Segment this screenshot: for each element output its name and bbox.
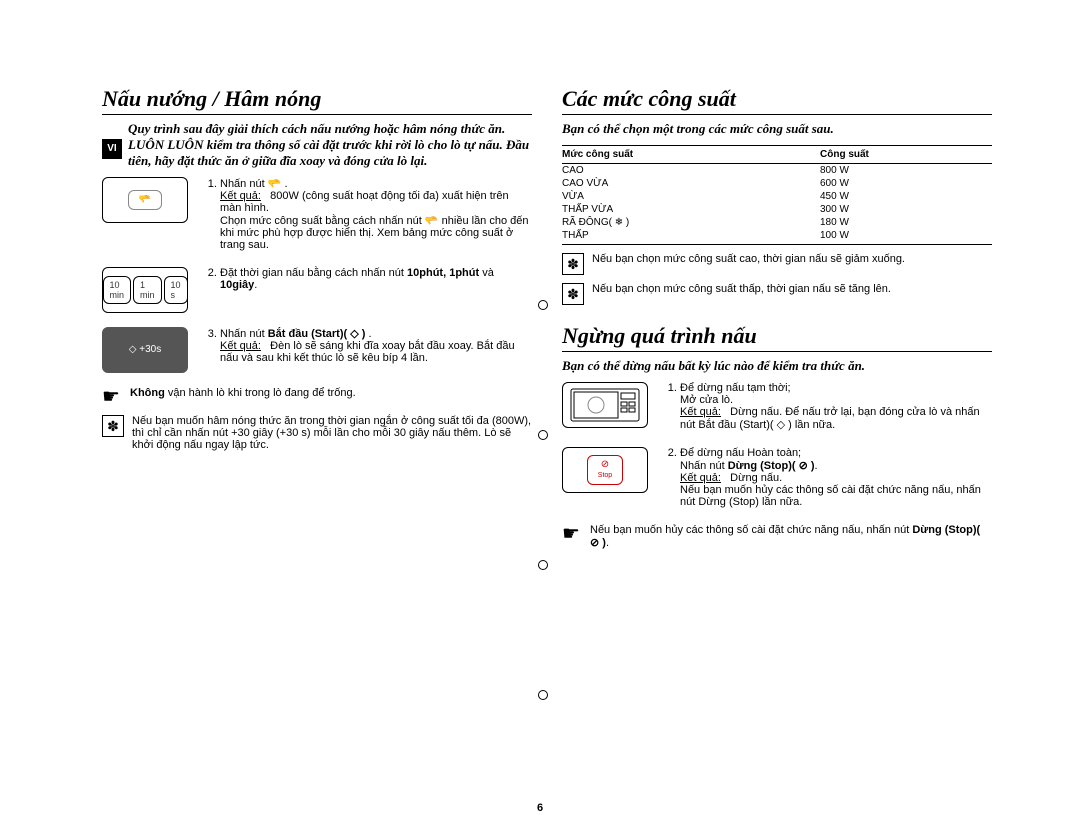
- binding-hole: [538, 560, 548, 570]
- table-row: RÃ ĐÔNG( ❄ )180 W: [562, 216, 992, 229]
- note-warning: ☛ Không vận hành lò khi trong lò đang để…: [102, 387, 532, 407]
- step3-text-a: Nhấn nút: [220, 328, 268, 340]
- power-subtext: Bạn có thể chọn một trong các mức công s…: [562, 121, 992, 137]
- note-hi-text: Nếu bạn chọn mức công suất cao, thời gia…: [592, 253, 905, 275]
- stop1-a: Để dừng nấu tạm thời;: [680, 382, 791, 394]
- hand-pointer-icon: ☛: [562, 524, 590, 549]
- hand-pointer-icon: ☛: [102, 387, 130, 407]
- step1-result: 800W (công suất hoạt động tối đa) xuất h…: [220, 190, 509, 214]
- stop2-c: Nếu bạn muốn hủy các thông số cài đặt ch…: [680, 484, 981, 508]
- step3-bold: Bắt đầu (Start)( ◇ ): [268, 328, 366, 340]
- step2-bold-2: 10giây: [220, 279, 254, 291]
- stop-note-a: Nếu bạn muốn hủy các thông số cài đặt ch…: [590, 524, 912, 536]
- cell-watt: 100 W: [820, 229, 992, 245]
- cell-level: VỪA: [562, 190, 820, 203]
- manual-page: { "page_number": "6", "badge": "VI", "le…: [0, 0, 1080, 834]
- cell-level: THẤP: [562, 229, 820, 245]
- cell-watt: 600 W: [820, 177, 992, 190]
- stop2-kq: Dừng nấu.: [730, 472, 782, 484]
- stop-icon: ⊘Stop: [587, 455, 623, 485]
- stop-subtext: Bạn có thể dừng nấu bất kỳ lúc nào để ki…: [562, 358, 992, 374]
- left-column: Nấu nướng / Hâm nóng Quy trình sau đây g…: [102, 86, 532, 451]
- stop2-a: Để dừng nấu Hoàn toàn;: [680, 447, 801, 459]
- step-1: 🫳 Nhấn nút 🫳 . Kết quả: 800W (công suất …: [102, 177, 532, 253]
- cell-watt: 300 W: [820, 203, 992, 216]
- figure-start-button: ◇ +30s: [102, 327, 188, 373]
- binding-hole: [538, 430, 548, 440]
- step3-result: Đèn lò sẽ sáng khi đĩa xoay bắt đầu xoay…: [220, 340, 515, 364]
- figure-stop-button: ⊘Stop: [562, 447, 648, 493]
- table-row: VỪA450 W: [562, 190, 992, 203]
- binding-hole: [538, 300, 548, 310]
- step-3: ◇ +30s Nhấn nút Bắt đầu (Start)( ◇ ) . K…: [102, 327, 532, 373]
- cell-watt: 180 W: [820, 216, 992, 229]
- note-box-icon: ✽: [102, 415, 124, 437]
- section-title-cooking: Nấu nướng / Hâm nóng: [102, 86, 532, 115]
- cell-watt: 450 W: [820, 190, 992, 203]
- step-2: 10 min 1 min 10 s Đặt thời gian nấu bằng…: [102, 267, 532, 313]
- result-label: Kết quả:: [680, 406, 721, 418]
- stop-note-c: .: [606, 537, 609, 549]
- btn-10min: 10 min: [103, 276, 132, 304]
- table-row: CAO VỪA600 W: [562, 177, 992, 190]
- btn-1min: 1 min: [133, 276, 162, 304]
- binding-hole: [538, 690, 548, 700]
- note-box-icon: ✽: [562, 283, 584, 305]
- stop2-b2: Dừng (Stop)( ⊘ ): [728, 460, 815, 472]
- note1-bold: Không: [130, 387, 165, 399]
- cell-level: CAO: [562, 164, 820, 178]
- step2-text-a: Đặt thời gian nấu bằng cách nhấn nút: [220, 267, 407, 279]
- cell-watt: 800 W: [820, 164, 992, 178]
- note-box-icon: ✽: [562, 253, 584, 275]
- cell-level: CAO VỪA: [562, 177, 820, 190]
- figure-microwave: [562, 382, 648, 428]
- note2-text: Nếu bạn muốn hâm nóng thức ăn trong thời…: [132, 415, 532, 451]
- stop2-b1: Nhấn nút: [680, 460, 728, 472]
- col-header-watt: Công suất: [820, 146, 992, 164]
- hand-icon: 🫳: [425, 215, 439, 227]
- table-row: THẤP VỪA300 W: [562, 203, 992, 216]
- stop2-b3: .: [815, 460, 818, 472]
- power-icon: 🫳: [128, 190, 162, 210]
- stop-step-1: Để dừng nấu tạm thời; Mở cửa lò. Kết quả…: [562, 382, 992, 433]
- table-row: CAO800 W: [562, 164, 992, 178]
- col-header-level: Mức công suất: [562, 146, 820, 164]
- step3-text-c: .: [365, 328, 371, 340]
- table-row: THẤP100 W: [562, 229, 992, 245]
- result-label: Kết quả:: [680, 472, 721, 484]
- step1-text-b: .: [281, 178, 287, 190]
- step2-text-c: và: [479, 267, 494, 279]
- btn-10s: 10 s: [164, 276, 188, 304]
- stop-step-2: ⊘Stop Để dừng nấu Hoàn toàn; Nhấn nút Dừ…: [562, 447, 992, 510]
- section-title-stop: Ngừng quá trình nấu: [562, 323, 992, 352]
- note-stop: ☛ Nếu bạn muốn hủy các thông số cài đặt …: [562, 524, 992, 549]
- stop1-kq: Dừng nấu. Để nấu trở lại, bạn đóng cửa l…: [680, 406, 980, 431]
- note-power-lo: ✽ Nếu bạn chọn mức công suất thấp, thời …: [562, 283, 992, 305]
- start-30s-label: ◇ +30s: [129, 345, 161, 355]
- power-table: Mức công suất Công suất CAO800 W CAO VỪA…: [562, 145, 992, 245]
- section-title-power: Các mức công suất: [562, 86, 992, 115]
- page-number: 6: [0, 802, 1080, 814]
- step1-text-a: Nhấn nút: [220, 178, 268, 190]
- figure-power-button: 🫳: [102, 177, 188, 223]
- step1-cont-a: Chọn mức công suất bằng cách nhấn nút: [220, 215, 425, 227]
- step2-bold-1: 10phút, 1phút: [407, 267, 479, 279]
- step2-text-e: .: [254, 279, 257, 291]
- note-power-hi: ✽ Nếu bạn chọn mức công suất cao, thời g…: [562, 253, 992, 275]
- note-lo-text: Nếu bạn chọn mức công suất thấp, thời gi…: [592, 283, 891, 305]
- result-label: Kết quả:: [220, 340, 261, 352]
- result-label: Kết quả:: [220, 190, 261, 202]
- figure-time-buttons: 10 min 1 min 10 s: [102, 267, 188, 313]
- intro-text: Quy trình sau đây giải thích cách nấu nư…: [128, 121, 532, 169]
- right-column: Các mức công suất Bạn có thể chọn một tr…: [562, 86, 992, 549]
- note1-text: vận hành lò khi trong lò đang để trống.: [165, 387, 356, 399]
- stop1-b: Mở cửa lò.: [680, 394, 733, 406]
- hand-icon: 🫳: [268, 178, 282, 190]
- cell-level: RÃ ĐÔNG( ❄ ): [562, 216, 820, 229]
- cell-level: THẤP VỪA: [562, 203, 820, 216]
- note-tip: ✽ Nếu bạn muốn hâm nóng thức ăn trong th…: [102, 415, 532, 451]
